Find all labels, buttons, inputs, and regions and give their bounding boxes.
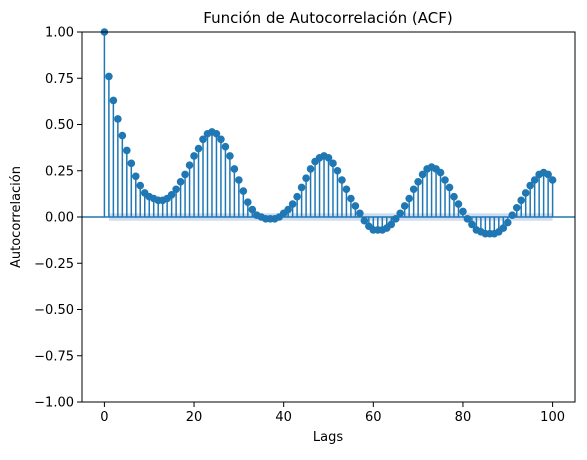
stem-marker-16 — [172, 185, 180, 194]
stem-marker-93 — [517, 196, 526, 205]
stem-marker-45 — [302, 174, 310, 182]
stem-marker-80 — [459, 207, 467, 216]
y-tick-label-7: 0.75 — [45, 72, 74, 87]
stem-marker-2 — [109, 96, 118, 105]
stem-marker-76 — [441, 176, 449, 184]
stem-marker-5 — [123, 146, 131, 155]
stem-marker-68 — [405, 194, 413, 203]
stem-marker-19 — [185, 161, 194, 169]
stem-marker-54 — [342, 185, 351, 194]
x-axis-label: Lags — [313, 430, 343, 445]
stem-marker-31 — [239, 187, 248, 195]
stem-marker-90 — [503, 218, 512, 227]
stem-marker-20 — [190, 152, 198, 160]
stem-marker-51 — [329, 159, 337, 168]
stem-marker-26 — [217, 135, 225, 144]
stem-marker-65 — [391, 215, 400, 223]
stem-marker-17 — [176, 178, 185, 186]
stem-marker-99 — [544, 170, 552, 179]
stem-marker-100 — [548, 176, 557, 184]
stem-marker-8 — [136, 181, 145, 190]
stem-marker-71 — [418, 170, 427, 179]
stem-marker-55 — [347, 194, 355, 203]
stem-marker-52 — [333, 166, 342, 175]
stem-marker-41 — [284, 205, 292, 214]
marker-layer — [100, 28, 557, 238]
stem-marker-70 — [414, 178, 422, 186]
stem-marker-21 — [194, 144, 203, 153]
stem-marker-18 — [181, 170, 189, 179]
x-tick-label-60: 60 — [365, 410, 382, 425]
y-tick-label-6: 0.50 — [45, 118, 74, 133]
stem-marker-46 — [306, 165, 315, 173]
y-tick-label-1: −0.75 — [34, 349, 74, 364]
stem-marker-57 — [356, 209, 364, 218]
stem-marker-1 — [105, 72, 113, 81]
stem-marker-53 — [338, 176, 346, 184]
x-tick-label-100: 100 — [540, 410, 565, 425]
x-tick-label-80: 80 — [455, 410, 472, 425]
stem-marker-50 — [324, 154, 333, 162]
stem-marker-33 — [248, 205, 257, 214]
stem-marker-7 — [131, 172, 140, 181]
stem-marker-94 — [521, 189, 530, 197]
stem-marker-29 — [230, 165, 239, 173]
stem-marker-32 — [244, 198, 252, 206]
y-tick-label-8: 1.00 — [45, 26, 74, 41]
stem-marker-91 — [508, 211, 517, 219]
y-tick-label-2: −0.50 — [34, 303, 74, 318]
chart-title: Función de Autocorrelación (ACF) — [203, 9, 452, 27]
stem-marker-89 — [499, 224, 508, 232]
stem-marker-92 — [512, 203, 521, 212]
stem-marker-67 — [400, 202, 409, 210]
stem-marker-82 — [468, 220, 476, 229]
stem-marker-56 — [351, 202, 360, 210]
x-tick-layer: 0 20 40 60 80 100 — [100, 402, 565, 425]
stem-marker-44 — [297, 183, 306, 192]
stem-marker-43 — [293, 192, 301, 201]
y-tick-label-0: −1.00 — [34, 396, 74, 411]
y-tick-label-3: −0.25 — [34, 257, 74, 272]
stem-marker-78 — [450, 192, 458, 201]
stem-layer — [103, 32, 554, 234]
x-tick-label-20: 20 — [186, 410, 203, 425]
stem-marker-6 — [127, 159, 136, 168]
stem-marker-58 — [360, 216, 369, 225]
stem-marker-77 — [445, 183, 454, 192]
stem-marker-25 — [212, 129, 221, 138]
stem-marker-69 — [409, 185, 418, 194]
stem-marker-79 — [454, 200, 463, 208]
stem-marker-4 — [118, 131, 127, 140]
stem-marker-95 — [526, 181, 534, 190]
stem-marker-64 — [387, 220, 396, 229]
y-tick-label-4: 0.00 — [45, 211, 74, 226]
x-tick-label-0: 0 — [100, 410, 108, 425]
stem-marker-22 — [199, 135, 207, 144]
stem-marker-15 — [167, 191, 176, 199]
y-tick-label-5: 0.25 — [45, 164, 74, 179]
stem-marker-81 — [463, 215, 472, 223]
stem-marker-96 — [530, 176, 539, 184]
stem-marker-27 — [221, 142, 230, 151]
stem-marker-3 — [114, 115, 122, 123]
stem-marker-30 — [235, 176, 243, 184]
x-tick-label-40: 40 — [275, 410, 292, 425]
y-tick-layer: −1.00 −0.75 −0.50 −0.25 0.00 0.25 0.50 0.75 1.00 — [34, 26, 82, 411]
stem-marker-42 — [288, 200, 297, 208]
stem-marker-66 — [396, 209, 405, 218]
stem-marker-75 — [436, 168, 445, 177]
y-axis-label: Autocorrelación — [9, 166, 24, 268]
stem-marker-28 — [226, 152, 234, 160]
